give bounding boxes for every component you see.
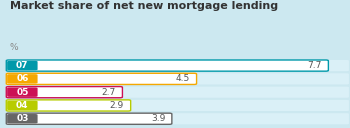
FancyBboxPatch shape	[7, 101, 37, 110]
FancyBboxPatch shape	[7, 74, 37, 84]
FancyBboxPatch shape	[7, 87, 37, 97]
FancyBboxPatch shape	[6, 73, 197, 84]
Text: Market share of net new mortgage lending: Market share of net new mortgage lending	[10, 1, 278, 11]
FancyBboxPatch shape	[7, 114, 37, 124]
Text: 2.9: 2.9	[110, 101, 124, 110]
FancyBboxPatch shape	[6, 113, 349, 124]
Text: 05: 05	[16, 88, 29, 97]
FancyBboxPatch shape	[6, 73, 349, 84]
FancyBboxPatch shape	[6, 60, 349, 71]
Text: 3.9: 3.9	[151, 114, 165, 123]
FancyBboxPatch shape	[6, 87, 349, 98]
FancyBboxPatch shape	[6, 100, 349, 111]
Text: 06: 06	[16, 74, 29, 83]
Text: 04: 04	[16, 101, 29, 110]
FancyBboxPatch shape	[6, 87, 122, 98]
FancyBboxPatch shape	[7, 61, 37, 70]
Text: 03: 03	[16, 114, 29, 123]
Text: 2.7: 2.7	[102, 88, 116, 97]
FancyBboxPatch shape	[6, 113, 172, 124]
Text: 7.7: 7.7	[307, 61, 322, 70]
FancyBboxPatch shape	[6, 60, 328, 71]
Text: %: %	[10, 43, 19, 52]
Text: 07: 07	[16, 61, 29, 70]
FancyBboxPatch shape	[6, 100, 131, 111]
Text: 4.5: 4.5	[176, 74, 190, 83]
